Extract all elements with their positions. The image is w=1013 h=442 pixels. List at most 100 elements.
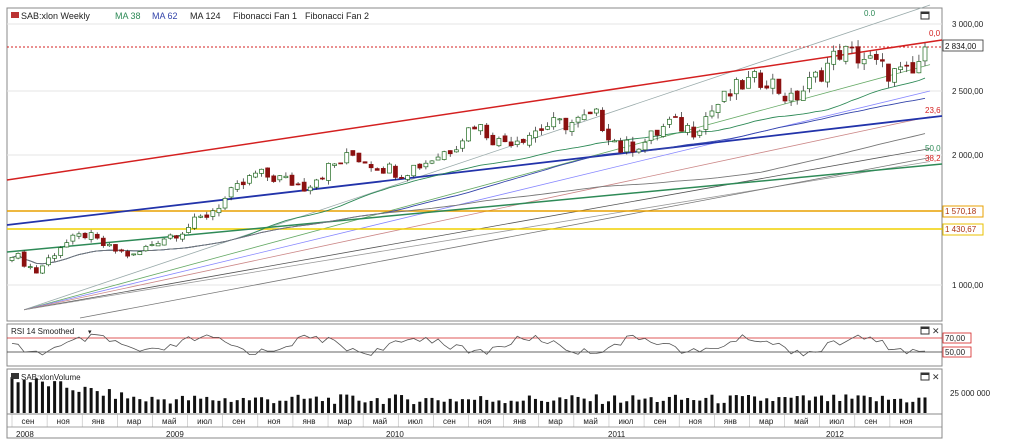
rsi-maximize-icon[interactable] xyxy=(920,326,930,335)
candle-body xyxy=(76,233,82,237)
volume-bar xyxy=(789,397,793,413)
x-month-label: мар xyxy=(548,417,563,426)
candle-body xyxy=(727,93,733,97)
candle-body xyxy=(618,140,624,153)
volume-maximize-icon[interactable] xyxy=(920,372,930,381)
volume-bar xyxy=(187,400,191,413)
volume-bar xyxy=(174,399,178,413)
candle-body xyxy=(9,257,15,261)
volume-bar xyxy=(886,399,890,413)
rsi-title[interactable]: RSI 14 Smoothed xyxy=(11,327,74,336)
candle-body xyxy=(173,235,179,239)
candle-body xyxy=(27,266,33,268)
candle-body xyxy=(520,138,526,143)
legend-ma38[interactable]: MA 38 xyxy=(115,11,141,21)
volume-bar xyxy=(296,394,300,413)
x-month-label: май xyxy=(583,417,597,426)
candle-body xyxy=(119,249,124,252)
candle-body xyxy=(344,152,350,164)
x-axis: сен ноя янв мар май июл сен ноя янв мар май июл сен н… xyxy=(7,414,942,439)
volume-bar xyxy=(680,399,684,413)
x-month-label: июл xyxy=(829,417,844,426)
panel-maximize-icon[interactable] xyxy=(920,11,930,20)
volume-bar xyxy=(850,398,854,413)
volume-bar xyxy=(795,396,799,413)
candle-body xyxy=(441,151,447,160)
volume-icon xyxy=(11,373,19,379)
volume-close-icon[interactable]: ✕ xyxy=(932,372,940,382)
volume-bar xyxy=(375,398,379,413)
candle-body xyxy=(228,187,234,198)
volume-bar xyxy=(515,401,519,413)
volume-bar xyxy=(801,395,805,413)
candle-body xyxy=(435,156,441,161)
candle-body xyxy=(575,116,581,123)
legend-fan2[interactable]: Fibonacci Fan 2 xyxy=(305,11,369,21)
volume-bar xyxy=(406,399,410,413)
volume-bar xyxy=(16,382,20,413)
volume-bar xyxy=(10,377,14,413)
x-month-label: сен xyxy=(864,417,877,426)
volume-bar xyxy=(156,399,160,413)
fib-label-0-0: 0.0 xyxy=(864,9,876,18)
legend-fan1[interactable]: Fibonacci Fan 1 xyxy=(233,11,297,21)
x-month-label: мар xyxy=(338,417,353,426)
legend-ma62[interactable]: MA 62 xyxy=(152,11,178,21)
volume-bar xyxy=(540,400,544,413)
candle-body xyxy=(405,175,410,180)
volume-bar xyxy=(710,394,714,413)
volume-bar xyxy=(314,396,318,413)
rsi-close-icon[interactable]: ✕ xyxy=(932,326,940,336)
volume-bars xyxy=(10,377,927,413)
volume-bar xyxy=(765,398,769,413)
candle-body xyxy=(289,174,295,186)
legend-symbol[interactable]: SAB:xlon Weekly xyxy=(21,11,90,21)
legend-ma124[interactable]: MA 124 xyxy=(190,11,221,21)
x-month-label: май xyxy=(162,417,176,426)
volume-bar xyxy=(381,403,385,413)
x-month-label: янв xyxy=(302,417,315,426)
candle-body xyxy=(892,68,897,83)
candle-body xyxy=(350,150,356,156)
volume-title[interactable]: SAB:xlonVolume xyxy=(21,373,81,382)
candle-body xyxy=(630,141,636,153)
fan-line xyxy=(24,116,931,311)
volume-bar xyxy=(400,395,404,413)
trend-channels xyxy=(6,39,943,253)
volume-bar xyxy=(491,401,495,413)
candle-body xyxy=(64,242,70,248)
candle-body xyxy=(399,176,404,179)
rsi-panel xyxy=(6,323,943,367)
candle-body xyxy=(831,50,837,65)
volume-bar xyxy=(327,397,331,413)
candle-body xyxy=(861,59,867,65)
candle-body xyxy=(587,111,593,115)
volume-bar xyxy=(874,401,878,413)
volume-bar xyxy=(893,398,897,413)
volume-bar xyxy=(290,396,294,413)
volume-bar xyxy=(911,401,915,413)
volume-bar xyxy=(813,396,817,413)
candle-body xyxy=(807,77,812,90)
candle-body xyxy=(94,233,100,239)
volume-bar xyxy=(101,395,105,413)
volume-bar xyxy=(205,396,209,413)
candle-body xyxy=(886,63,891,82)
volume-bar xyxy=(235,400,239,413)
volume-bar xyxy=(454,401,458,413)
volume-bar xyxy=(637,399,641,413)
candle-body xyxy=(192,216,197,229)
volume-bar xyxy=(759,400,763,413)
candle-body xyxy=(819,70,824,82)
volume-bar xyxy=(180,395,184,413)
candle-body xyxy=(843,45,849,62)
rsi-path xyxy=(11,333,926,357)
candle-body xyxy=(107,243,112,247)
candle-body xyxy=(332,163,337,166)
candle-body xyxy=(855,46,861,64)
candle-body xyxy=(167,234,173,239)
volume-bar xyxy=(686,398,690,413)
rsi-dropdown-icon[interactable]: ▾ xyxy=(88,329,92,336)
volume-bar xyxy=(564,399,568,413)
legend-toolbar: SAB:xlon Weekly MA 38 MA 62 MA 124 Fibon… xyxy=(11,11,930,21)
